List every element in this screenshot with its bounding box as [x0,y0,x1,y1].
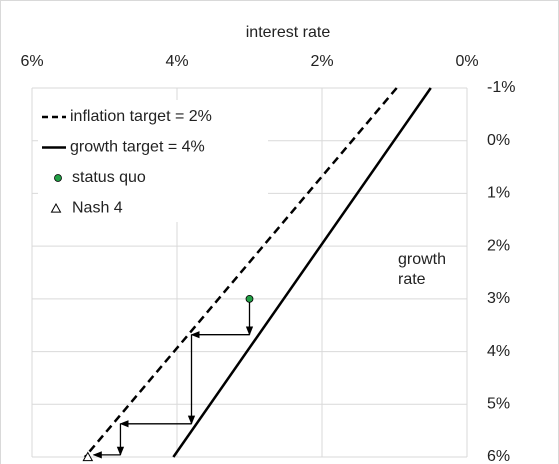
y-tick-label: 3% [487,290,510,307]
x-tick-label: 0% [455,53,478,70]
y-tick-label: -1% [487,79,515,96]
x-tick-label: 6% [20,53,43,70]
legend-label: Nash 4 [72,200,123,217]
x-axis-title: interest rate [246,24,331,41]
x-tick-label: 2% [310,53,333,70]
series-line [172,87,432,458]
legend-swatch [54,174,62,182]
point [82,451,94,462]
legend-label: status quo [72,169,146,186]
y-tick-label: 2% [487,237,510,254]
legend-swatch [50,202,62,213]
x-tick-label: 4% [165,53,188,70]
y-tick-label: 6% [487,448,510,464]
legend-label: inflation target = 2% [70,108,212,125]
legend-label: growth target = 4% [70,139,205,156]
series-line [83,87,398,458]
y-tick-label: 1% [487,185,510,202]
point [245,294,254,303]
y-tick-label: 5% [487,396,510,413]
y-tick-label: 4% [487,343,510,360]
legend-box [38,100,268,222]
y-tick-label: 0% [487,132,510,149]
y-axis-title: growth rate [398,251,447,288]
